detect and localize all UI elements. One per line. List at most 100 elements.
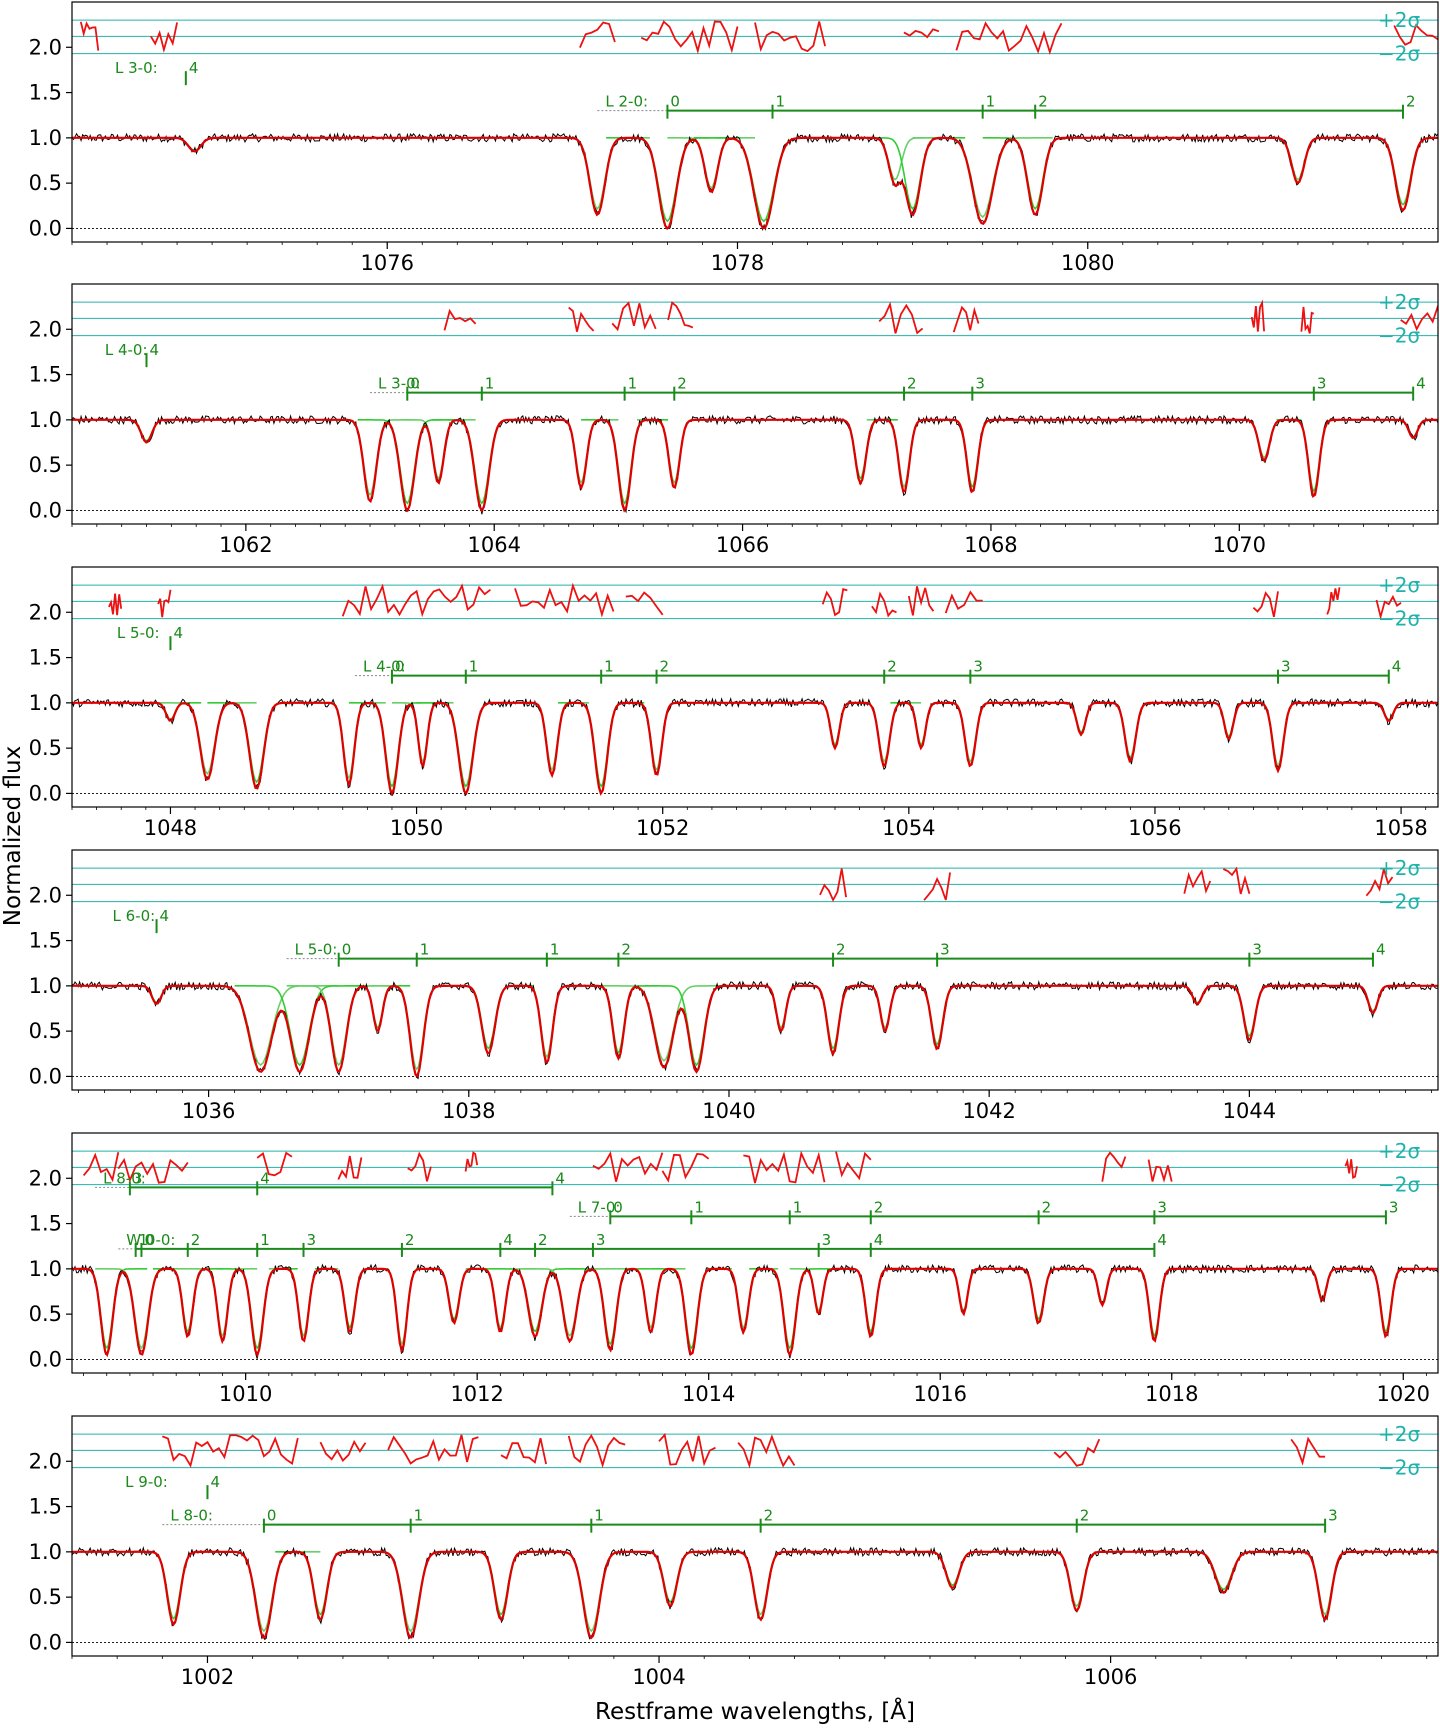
component-model-line [95, 1268, 188, 1350]
component-model-line [558, 702, 645, 788]
y-tick-label: 1.0 [29, 126, 62, 150]
y-axis-label: Normalized flux [0, 746, 26, 926]
component-model-line [207, 1551, 321, 1633]
transition-tick-label: 2 [836, 941, 846, 959]
residual-segment [640, 20, 739, 55]
component-model-line [1276, 419, 1352, 493]
component-model-line [1358, 702, 1420, 721]
component-model-line [866, 419, 942, 488]
component-model-line [1198, 702, 1260, 738]
component-model-line [836, 1268, 906, 1333]
sigma-plus-label: +2σ [1378, 1422, 1420, 1446]
y-tick-label: 1.5 [29, 363, 62, 387]
transition-row-label: W 0-0: [126, 1231, 175, 1249]
transition-tick-label: 1 [986, 93, 996, 111]
x-tick-label: 1018 [1145, 1382, 1198, 1406]
component-model-line [465, 1268, 536, 1329]
residual-segment [341, 583, 491, 618]
observed-spectrum [72, 697, 1438, 797]
sigma-plus-label: +2σ [1378, 8, 1420, 32]
panel-2: L 4-0: 4L 3-0:0 1 1 2 2 3 3 4+2σ−2σ0.00.51.01.52… [29, 283, 1439, 557]
transition-tick-label: 4 [260, 1169, 270, 1187]
transition-tick-label: 2 [887, 658, 897, 676]
x-tick-label: 1068 [964, 533, 1017, 557]
transition-tick-label: 4 [210, 1473, 220, 1491]
y-tick-label: 1.0 [29, 974, 62, 998]
transition-tick-label: 2 [621, 941, 631, 959]
component-model-line [890, 702, 952, 746]
transition-tick-label: 3 [596, 1231, 606, 1249]
residual-segment [835, 1151, 872, 1181]
residual-segment [567, 1433, 626, 1469]
residual-segment [611, 301, 657, 332]
component-model-line [275, 1551, 366, 1616]
panel-4: L 6-0: 4L 5-0: 0 1 1 2 2 3 3 4+2σ−2σ0.00.51.01.52… [29, 849, 1439, 1123]
transition-tick-label: 4 [160, 907, 170, 925]
component-model-line [315, 1268, 385, 1329]
x-tick-label: 1052 [636, 816, 689, 840]
residual-segment [256, 1151, 293, 1177]
panel-frame [71, 283, 1439, 525]
transition-tick-label: 2 [660, 658, 670, 676]
x-tick-label: 1002 [181, 1665, 234, 1689]
x-tick-label: 1080 [1061, 251, 1114, 275]
sigma-minus-label: −2σ [1378, 324, 1420, 348]
x-tick-label: 1066 [716, 533, 769, 557]
residual-segment [1375, 594, 1402, 621]
residual-segment [1300, 306, 1315, 334]
transition-tick-label: 3 [975, 375, 985, 393]
y-tick-label: 1.5 [29, 81, 62, 105]
component-model-line [1164, 985, 1230, 1004]
component-model-line [419, 1268, 489, 1321]
transition-tick-label: 3 [973, 658, 983, 676]
residual-segment [743, 1150, 826, 1184]
sigma-minus-label: −2σ [1378, 890, 1420, 914]
transition-tick-label: 0 [144, 1231, 154, 1249]
sigma-minus-label: −2σ [1378, 1173, 1420, 1197]
component-model-line [312, 702, 386, 780]
plot-area [72, 19, 1438, 232]
transition-tick-label: 2 [874, 1198, 884, 1216]
component-model-line [715, 1551, 806, 1616]
component-model-line [158, 702, 257, 775]
residual-segment [819, 868, 847, 903]
residual-segment [79, 21, 100, 51]
x-tick-label: 1014 [682, 1382, 735, 1406]
observed-spectrum [72, 979, 1438, 1080]
component-model-line [847, 702, 922, 763]
component-model-line [933, 702, 1008, 763]
transition-tick-label: 3 [822, 1231, 832, 1249]
component-model-line [934, 1268, 993, 1312]
transition-row-label: L 4-0: [363, 658, 406, 676]
transition-tick-label: 3 [1328, 1507, 1338, 1525]
y-tick-label: 0.5 [29, 1585, 62, 1609]
transition-tick-label: 1 [628, 375, 638, 393]
residual-segment [1252, 591, 1279, 618]
component-model-line [367, 1268, 437, 1346]
x-tick-label: 1048 [144, 816, 197, 840]
component-model-line [268, 1268, 339, 1337]
transition-tick-label: 1 [260, 1231, 270, 1249]
residual-segment [579, 21, 616, 48]
residual-segment [464, 1151, 479, 1172]
residual-segment [952, 305, 980, 333]
x-tick-label: 1062 [219, 533, 272, 557]
total-model-line [72, 1550, 1438, 1640]
component-model-line [708, 1268, 779, 1329]
y-tick-label: 0.5 [29, 736, 62, 760]
transition-row-label: L 4-0: [105, 341, 148, 359]
residual-segment [319, 1439, 367, 1462]
residual-segment [871, 591, 897, 618]
residual-segment [1400, 305, 1438, 332]
component-model-line [598, 985, 729, 1062]
x-tick-label: 1064 [467, 533, 520, 557]
transition-tick-label: 4 [503, 1231, 513, 1249]
residual-segment [1183, 868, 1212, 894]
y-tick-label: 1.0 [29, 408, 62, 432]
residual-segment [923, 872, 951, 901]
residual-segment [514, 582, 615, 618]
transition-tick-label: 1 [594, 1507, 604, 1525]
total-model-line [72, 418, 1438, 513]
transition-tick-label: 0 [395, 658, 405, 676]
transition-tick-label: 4 [1416, 375, 1426, 393]
